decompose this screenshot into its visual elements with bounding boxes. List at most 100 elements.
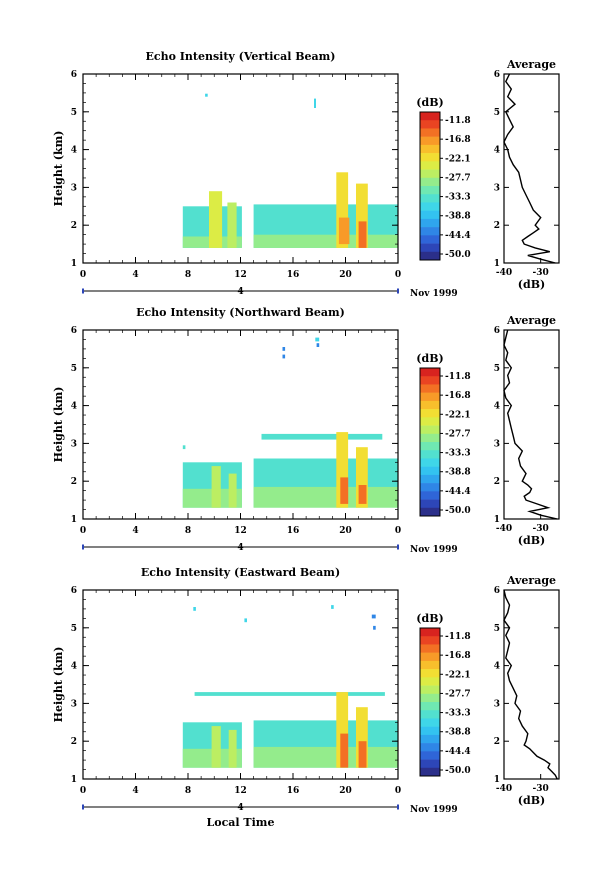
colorbar-tick-label: -44.4 [445,487,471,497]
x-tick-label: 0 [395,786,401,796]
colorbar-segment [420,636,440,645]
y-axis-label: Height (km) [52,131,65,207]
profile-y-tick-label: 4 [494,146,500,156]
heat-cell [356,183,368,248]
heat-cell [371,614,376,619]
colorbar-segment [420,227,440,236]
colorbar-segment [420,669,440,678]
heat-cell [336,692,349,768]
colorbar-segment [420,194,440,203]
colorbar-segment [420,153,440,162]
date-bar-start-mark [82,804,84,810]
heat-cell [211,726,221,768]
profile-y-tick-label: 6 [494,326,500,336]
date-suffix: Nov 1999 [410,545,458,555]
x-tick-label: 4 [132,786,138,796]
y-tick-label: 2 [71,221,77,231]
heat-cell [253,234,398,248]
colorbar-segment [420,433,440,443]
colorbar-segment [420,710,440,719]
y-tick-label: 4 [71,146,77,156]
colorbar-frame [419,627,441,777]
colorbar-segment [420,202,440,211]
date-bar-end-mark [397,288,399,294]
profile-title: Average [506,574,556,587]
profile-y-tick-label: 6 [494,586,500,596]
x-tick-label: 0 [395,270,401,280]
profile-y-tick-label: 5 [494,364,500,374]
colorbar-segment [420,177,440,187]
colorbar-segment [420,243,440,253]
x-tick-label: 0 [80,786,86,796]
colorbar-segment [420,251,440,261]
colorbar-segment [420,186,440,195]
colorbar-tick-label: -50.0 [445,250,471,260]
colorbar-tick-label: -33.3 [445,193,471,203]
y-tick-label: 4 [71,402,77,412]
colorbar-segment [420,718,440,727]
profile-y-tick-label: 3 [494,183,500,193]
average-profile: Average 1 2 3 4 5 6 -40 -30(dB) [494,314,560,547]
colorbar-segment [420,218,440,228]
colorbar-tick-label: -11.8 [445,116,471,126]
x-tick-label: 4 [132,526,138,536]
colorbar-segment [420,161,440,170]
colorbar-segment [420,409,440,418]
colorbar-segment [420,392,440,402]
heat-cell [209,191,223,248]
heat-cell [340,477,349,504]
colorbar-segment [420,483,440,492]
y-tick-label: 5 [71,364,77,374]
y-tick-label: 2 [71,477,77,487]
profile-y-tick-label: 5 [494,624,500,634]
colorbar-frame [419,367,441,517]
panel-title: Echo Intensity (Eastward Beam) [141,566,340,579]
colorbar-segment [420,767,440,777]
profile-frame [503,73,560,264]
colorbar-tick-label: -16.8 [445,391,471,401]
heat-cell [194,692,385,696]
profile-x-label: (dB) [518,794,545,807]
colorbar: (dB)-11.8 -16.8 -22.1 -27.7 -33.3 -38.8 -44.4 -… [416,96,471,261]
profile-frame [503,589,560,780]
profile-x-tick-label: -30 [533,784,549,794]
panel-1: Echo Intensity (Northward Beam)0 4 8 12 16 20… [52,306,560,555]
colorbar-tick-label: -50.0 [445,766,471,776]
profile-line [503,73,556,264]
colorbar-tick-label: -38.8 [445,212,471,222]
colorbar-tick-label: -11.8 [445,632,471,642]
date-bar-start-mark [82,288,84,294]
heat-cell [358,485,367,504]
colorbar-segment [420,677,440,686]
heat-cell [205,93,208,97]
y-tick-label: 3 [71,439,77,449]
y-tick-label: 1 [71,515,77,525]
colorbar-tick-label: -33.3 [445,709,471,719]
profile-y-tick-label: 3 [494,699,500,709]
colorbar-segment [420,376,440,385]
colorbar-segment [420,384,440,393]
profile-x-tick-label: -40 [496,268,512,278]
y-tick-label: 6 [71,586,77,596]
colorbar-segment [420,368,440,377]
date-bar-start-mark [82,544,84,550]
colorbar-segment [420,136,440,146]
colorbar-tick-label: -50.0 [445,506,471,516]
profile-frame [503,329,560,520]
y-tick-label: 6 [71,70,77,80]
colorbar-segment [420,144,440,154]
profile-y-tick-label: 3 [494,439,500,449]
date-label: 4 [237,543,243,553]
profile-title: Average [506,314,556,327]
profile-x-tick-label: -30 [533,268,549,278]
y-tick-label: 1 [71,259,77,269]
profile-title: Average [506,58,556,71]
colorbar-segment [420,474,440,484]
colorbar-tick-label: -27.7 [445,429,471,439]
colorbar-tick-label: -27.7 [445,689,471,699]
colorbar-segment [420,734,440,744]
heat-cell [315,337,320,342]
colorbar-segment [420,660,440,670]
colorbar-tick-label: -38.8 [445,728,471,738]
